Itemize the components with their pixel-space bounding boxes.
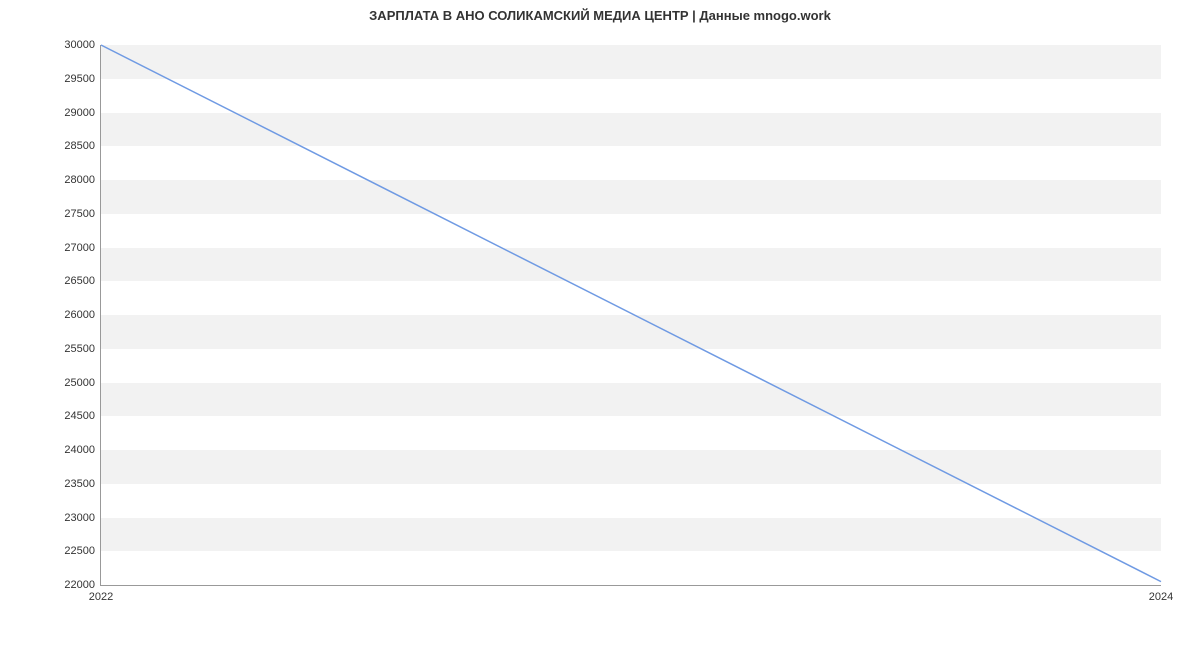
y-tick-label: 22000 xyxy=(64,579,95,591)
y-tick-label: 27000 xyxy=(64,242,95,254)
plot-area: 2200022500230002350024000245002500025500… xyxy=(100,45,1161,586)
series-salary xyxy=(101,45,1161,582)
chart-title: ЗАРПЛАТА В АНО СОЛИКАМСКИЙ МЕДИА ЦЕНТР |… xyxy=(0,8,1200,23)
y-tick-label: 28500 xyxy=(64,140,95,152)
x-tick-label: 2022 xyxy=(89,591,113,603)
y-tick-label: 25000 xyxy=(64,377,95,389)
series-layer xyxy=(101,45,1161,585)
y-tick-label: 29500 xyxy=(64,73,95,85)
x-tick-label: 2024 xyxy=(1149,591,1173,603)
y-tick-label: 26000 xyxy=(64,309,95,321)
y-tick-label: 30000 xyxy=(64,39,95,51)
y-tick-label: 28000 xyxy=(64,174,95,186)
y-tick-label: 27500 xyxy=(64,208,95,220)
y-tick-label: 24500 xyxy=(64,410,95,422)
y-tick-label: 25500 xyxy=(64,343,95,355)
y-tick-label: 23000 xyxy=(64,512,95,524)
salary-line-chart: ЗАРПЛАТА В АНО СОЛИКАМСКИЙ МЕДИА ЦЕНТР |… xyxy=(0,0,1200,650)
y-tick-label: 24000 xyxy=(64,444,95,456)
y-tick-label: 29000 xyxy=(64,107,95,119)
y-tick-label: 26500 xyxy=(64,275,95,287)
y-tick-label: 22500 xyxy=(64,545,95,557)
y-tick-label: 23500 xyxy=(64,478,95,490)
